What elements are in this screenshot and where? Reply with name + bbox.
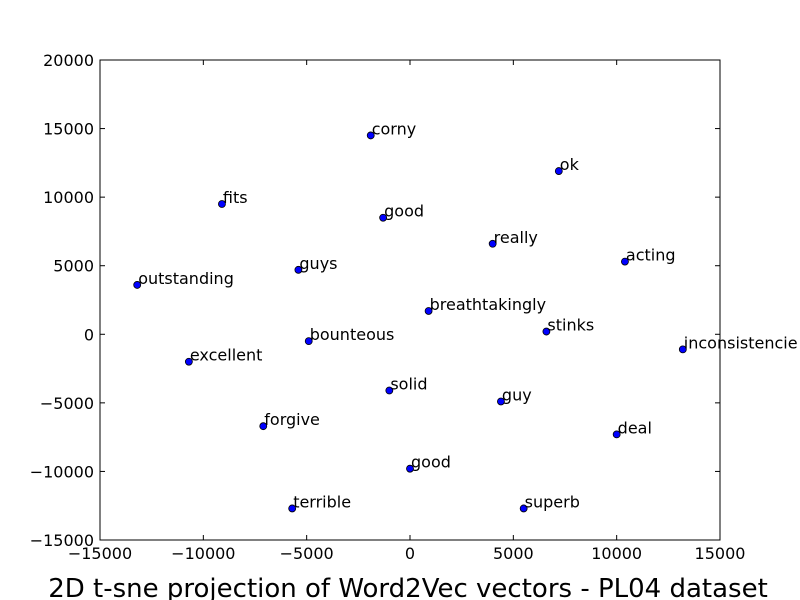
data-point <box>424 307 433 315</box>
y-tick-label: −10000 <box>30 462 94 481</box>
y-tick-label: −15000 <box>30 531 94 550</box>
point-label: corny <box>372 119 417 138</box>
data-point <box>379 213 388 222</box>
data-point <box>621 257 629 266</box>
x-tick-label: 15000 <box>695 544 746 563</box>
point-label: breathtakingly <box>430 295 546 314</box>
x-tick-label: 0 <box>405 544 415 563</box>
chart-title: 2D t-sne projection of Word2Vec vectors … <box>48 574 768 600</box>
data-point <box>678 345 687 354</box>
data-point <box>304 337 313 346</box>
data-point <box>294 265 303 274</box>
point-label: superb <box>525 492 580 511</box>
point-label: guys <box>299 254 337 273</box>
x-tick-label: −5000 <box>280 544 334 563</box>
point-label: good <box>384 202 424 221</box>
y-tick-label: 20000 <box>43 51 94 70</box>
x-tick-label: −15000 <box>68 544 132 563</box>
point-label: terrible <box>293 492 351 511</box>
y-tick-label: −5000 <box>40 394 94 413</box>
point-label: excellent <box>190 346 263 365</box>
x-tick-label: −10000 <box>171 544 235 563</box>
axis-ticks: −15000 −10000 −5000 0 5000 10000 15000 −15000 −1… <box>30 51 746 563</box>
point-label: acting <box>626 246 676 265</box>
point-label: outstanding <box>138 269 234 288</box>
data-point <box>497 397 505 406</box>
data-point <box>519 504 528 513</box>
point-label: deal <box>618 418 652 437</box>
y-tick-label: 0 <box>84 325 94 344</box>
plot-marks: corny ok fits good really acting guys outstandi… <box>133 119 798 513</box>
point-label: stinks <box>547 316 594 335</box>
point-label: ok <box>560 155 580 174</box>
y-tick-label: 10000 <box>43 188 94 207</box>
point-label: good <box>411 453 451 472</box>
data-point <box>612 430 621 439</box>
data-point <box>554 167 563 175</box>
data-point <box>259 422 268 431</box>
data-point <box>385 386 394 395</box>
data-point <box>288 504 297 513</box>
x-tick-label: 5000 <box>493 544 534 563</box>
data-point <box>542 327 551 336</box>
y-tick-label: 5000 <box>53 257 94 276</box>
data-point <box>218 200 226 208</box>
data-point <box>406 464 414 473</box>
point-label: solid <box>390 375 427 394</box>
point-label: really <box>494 228 538 247</box>
data-point <box>366 131 375 140</box>
point-label: bounteous <box>310 325 395 344</box>
point-label: forgive <box>264 410 320 429</box>
point-label: inconsistencie <box>684 333 798 352</box>
data-point <box>488 239 497 248</box>
y-tick-label: 15000 <box>43 120 94 139</box>
x-tick-label: 10000 <box>591 544 642 563</box>
point-label: guy <box>502 385 532 404</box>
point-label: fits <box>223 188 248 207</box>
data-point <box>184 357 193 366</box>
data-point <box>133 281 142 289</box>
